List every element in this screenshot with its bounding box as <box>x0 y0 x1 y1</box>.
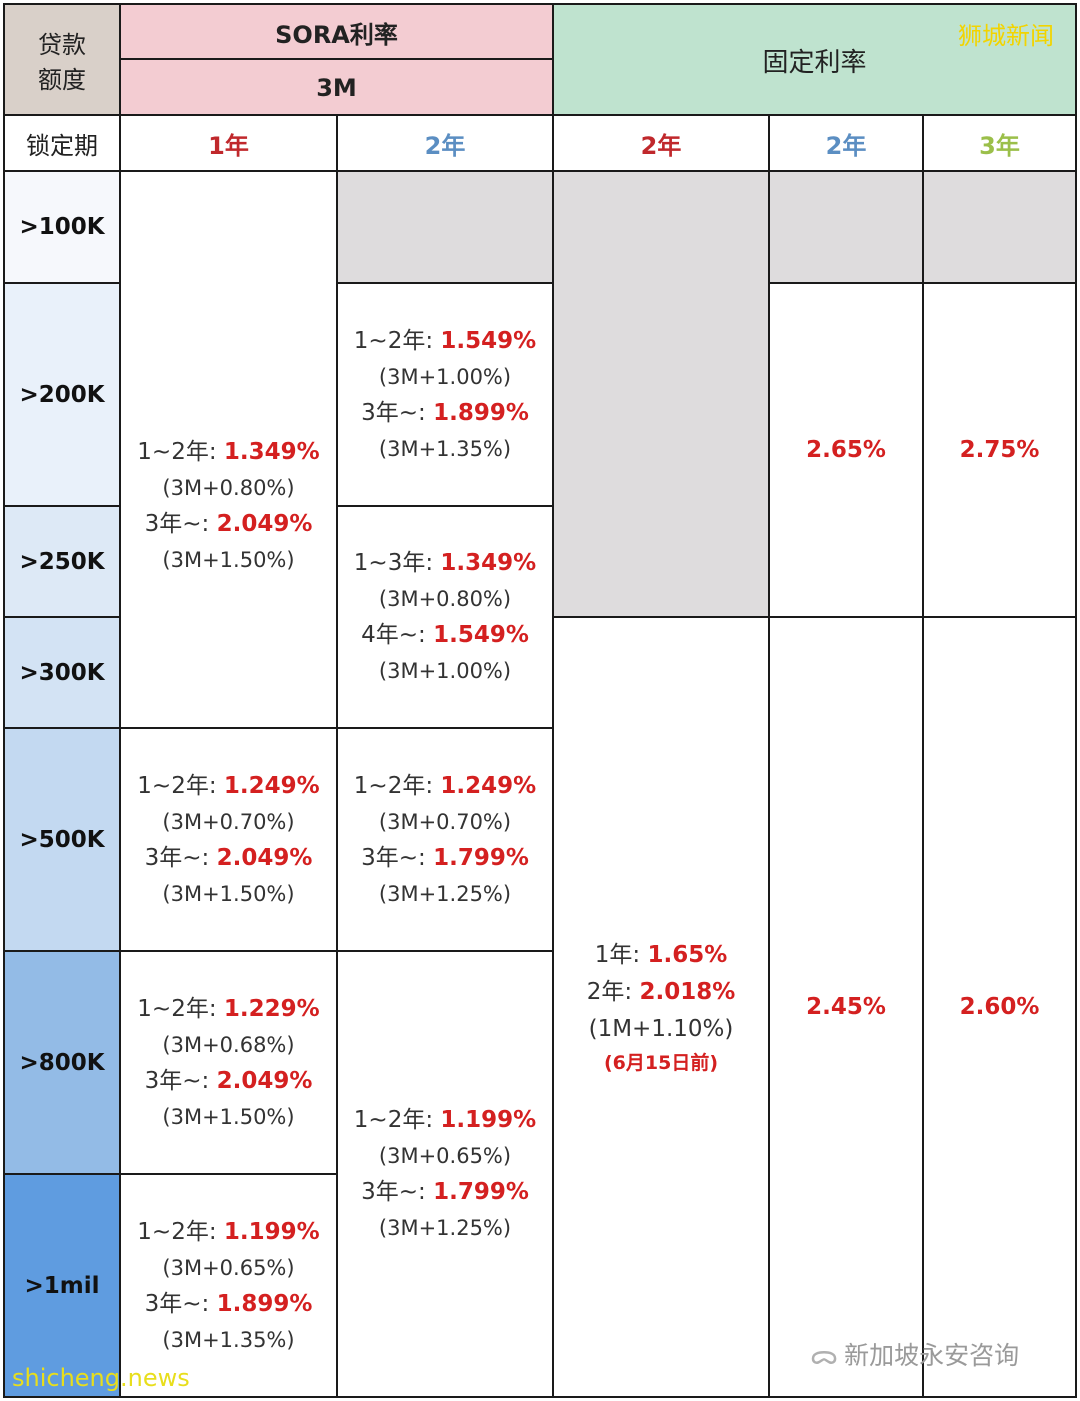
fixed-2y-b-rate-200k-300k: 2.65% <box>806 437 886 463</box>
year-header-fixed-3y: 3年 <box>979 132 1020 160</box>
grid-line <box>553 616 1076 618</box>
amount-header-cell: 贷款 额度 <box>4 4 120 116</box>
grid-line <box>3 282 120 284</box>
lock-period-label: 锁定期 <box>26 132 98 160</box>
row-label-200k: >200K <box>4 283 120 506</box>
year-header-sora-2y: 2年 <box>424 132 466 160</box>
fixed-3y-na-100k <box>923 171 1076 283</box>
sora-1y-rate-1mil: 1~2年: 1.199% (3M+0.65%) 3年~: 1.899% (3M+… <box>137 1218 320 1352</box>
grid-line <box>120 1173 337 1175</box>
grid-line <box>3 616 120 618</box>
amount-label-line2: 额度 <box>38 66 86 94</box>
sora-title: SORA利率 <box>275 20 398 49</box>
fixed-3y-rate-300k-plus: 2.60% <box>959 994 1040 1020</box>
sora-subtitle: 3M <box>316 74 357 102</box>
fixed-title: 固定利率 <box>762 47 867 78</box>
row-label-800k: >800K <box>4 951 120 1174</box>
amount-label-line1: 贷款 <box>38 31 86 59</box>
grid-line <box>120 950 337 952</box>
grid-line <box>3 950 120 952</box>
wechat-watermark: ᯅ 新加坡永安咨询 <box>810 1336 1019 1372</box>
grid-line <box>3 114 1077 116</box>
grid-line <box>3 3 5 1398</box>
year-header-fixed-2y-b: 2年 <box>825 132 867 160</box>
fixed-3y-rate-200k-300k: 2.75% <box>959 437 1040 463</box>
grid-line <box>337 950 553 952</box>
row-label-1mil: >1mil <box>4 1174 120 1397</box>
year-header-fixed-2y-a: 2年 <box>640 132 682 160</box>
row-label-500k: >500K <box>4 728 120 951</box>
grid-line <box>922 115 924 1398</box>
grid-line <box>1075 3 1077 1398</box>
sora-header-cell: SORA利率 <box>120 4 553 60</box>
sora-1y-rate-100k-300k: 1~2年: 1.349% (3M+0.80%) 3年~: 2.049% (3M+… <box>137 438 320 572</box>
grid-line <box>3 1396 1077 1398</box>
grid-line <box>3 1173 120 1175</box>
year-header-sora-1y: 1年 <box>208 132 249 160</box>
grid-line <box>3 3 1077 5</box>
fixed-2y-a-na-block <box>553 171 769 617</box>
sora-1y-rate-500k: 1~2年: 1.249% (3M+0.70%) 3年~: 2.049% (3M+… <box>137 772 320 906</box>
grid-line <box>3 505 120 507</box>
sora-2y-rate-200k: 1~2年: 1.549% (3M+1.00%) 3年~: 1.899% (3M+… <box>353 327 537 461</box>
sora-2y-rate-250k-300k: 1~3年: 1.349% (3M+0.80%) 4年~: 1.549% (3M+… <box>353 550 537 683</box>
row-label-300k: >300K <box>4 617 120 728</box>
fixed-2y-b-na-100k <box>769 171 923 283</box>
site-watermark: shicheng.news <box>12 1364 190 1392</box>
grid-line <box>3 170 1077 172</box>
fixed-header-cell: 固定利率 <box>553 4 1076 116</box>
grid-line <box>337 727 553 729</box>
fixed-2y-b-rate-300k-plus: 2.45% <box>806 994 886 1020</box>
wechat-icon: ᯅ <box>810 1341 839 1371</box>
grid-line <box>768 115 770 1398</box>
brand-tag: 狮城新闻 <box>958 22 1054 50</box>
grid-line <box>552 3 554 1398</box>
grid-line <box>337 282 553 284</box>
sora-sub-header-cell: 3M <box>120 60 553 116</box>
grid-line <box>336 115 338 1398</box>
sora-2y-na-100k <box>337 171 553 283</box>
grid-line <box>3 727 120 729</box>
sora-1y-rate-800k: 1~2年: 1.229% (3M+0.68%) 3年~: 2.049% (3M+… <box>137 995 320 1129</box>
sora-2y-rate-500k: 1~2年: 1.249% (3M+0.70%) 3年~: 1.799% (3M+… <box>353 772 537 906</box>
row-label-100k: >100K <box>4 171 120 283</box>
sora-2y-rate-800k-1mil: 1~2年: 1.199% (3M+0.65%) 3年~: 1.799% (3M+… <box>353 1107 537 1240</box>
fixed-2y-a-rate-300k-plus: 1年: 1.65% 2年: 2.018% (1M+1.10%) (6月15日前) <box>586 941 736 1074</box>
grid-line <box>769 282 1076 284</box>
grid-line <box>119 3 121 1398</box>
grid-line <box>337 505 553 507</box>
grid-line <box>120 58 553 60</box>
grid-line <box>120 727 337 729</box>
row-label-250k: >250K <box>4 506 120 617</box>
